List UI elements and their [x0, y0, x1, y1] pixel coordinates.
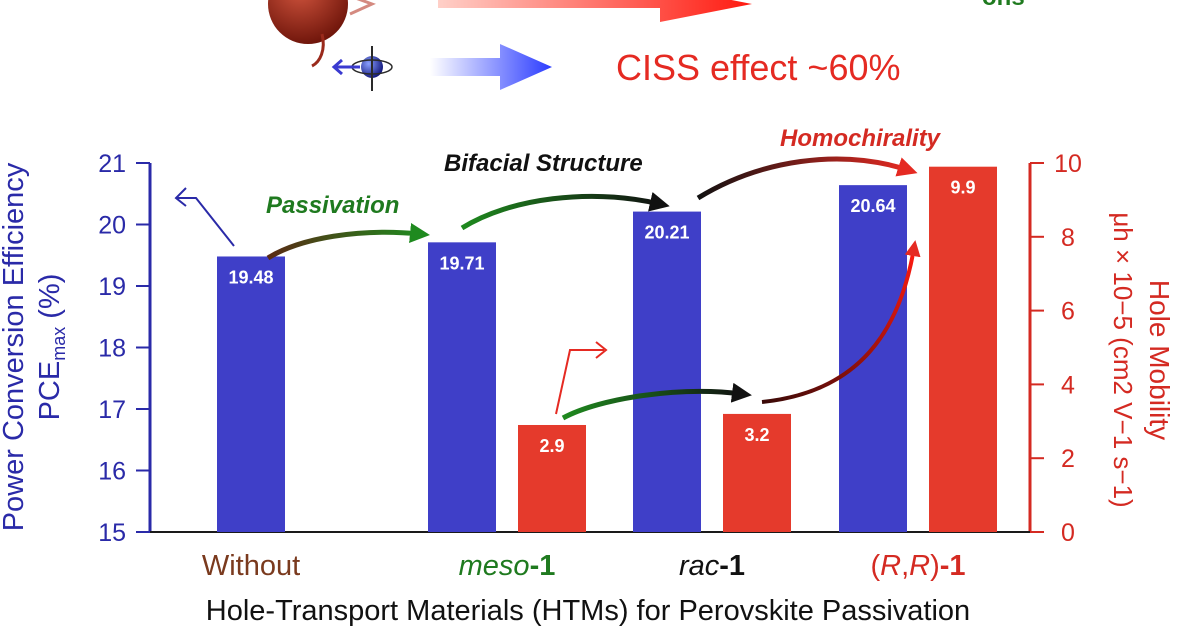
- left-tick-label: 15: [98, 519, 126, 547]
- category-label: rac-1: [679, 550, 745, 582]
- right-tick-label: 4: [1061, 371, 1075, 399]
- mobility-bar: [518, 424, 586, 532]
- mobility-value-label: 9.9: [950, 178, 975, 198]
- right-tick-label: 10: [1054, 150, 1082, 178]
- left-axis-title: Power Conversion Efficiency PCEmax (%): [0, 162, 69, 531]
- mobility-step2-arrow-icon: [761, 240, 921, 404]
- pce-bar: [839, 185, 907, 532]
- annotations: Passivation Bifacial Structure Homochira…: [174, 125, 942, 421]
- bifacial-arrow-icon: [460, 192, 670, 231]
- mobility-bar: [723, 413, 791, 532]
- right-tick-label: 8: [1061, 224, 1075, 252]
- right-axis-title: Hole Mobility μh × 10−5 (cm2 V−1 s−1): [1108, 212, 1175, 507]
- top-red-arrow-icon: [438, 0, 752, 22]
- left-tick-label: 20: [98, 212, 126, 240]
- left-tick-label: 16: [98, 458, 126, 486]
- mobility-value-label: 2.9: [539, 436, 564, 456]
- mobility-pointer-arrow-icon: [555, 341, 608, 415]
- pce-value-label: 19.48: [228, 267, 273, 287]
- left-axis-ticks: 15 16 17 18 19 20 21: [98, 150, 150, 547]
- left-axis-title-line1: Power Conversion Efficiency: [0, 162, 30, 531]
- category-label: (R,R)-1: [870, 550, 965, 582]
- homochirality-label: Homochirality: [780, 125, 942, 152]
- red-chevron-icon: [349, 0, 376, 16]
- pce-pointer-arrow-icon: [174, 187, 235, 247]
- left-tick-label: 17: [98, 396, 126, 424]
- red-sphere-icon: [268, 0, 348, 44]
- ciss-effect-text: CISS effect ~60%: [616, 47, 901, 88]
- right-axis-title-line2: μh × 10−5 (cm2 V−1 s−1): [1108, 212, 1138, 507]
- x-axis-title: Hole-Transport Materials (HTMs) for Pero…: [206, 595, 970, 627]
- right-tick-label: 0: [1061, 519, 1075, 547]
- category-label: Without: [202, 550, 300, 582]
- passivation-arrow-icon: [266, 223, 430, 261]
- pce-value-label: 20.21: [644, 223, 689, 243]
- left-tick-label: 19: [98, 273, 126, 301]
- right-axis-ticks: 0 2 4 6 8 10: [1030, 150, 1082, 547]
- right-tick-label: 6: [1061, 298, 1075, 326]
- mobility-step1-arrow-icon: [561, 382, 752, 421]
- left-tick-label: 21: [98, 150, 126, 178]
- small-blue-arrow-icon: [331, 58, 360, 76]
- pce-value-label: 19.71: [439, 253, 484, 273]
- left-axis-title-line2: PCEmax (%): [34, 274, 69, 421]
- bar-series: [217, 166, 997, 532]
- pce-bar: [633, 211, 701, 532]
- mobility-bar: [929, 166, 997, 532]
- blue-gradient-arrow-icon: [430, 44, 552, 90]
- pce-symbol: PCE: [34, 361, 66, 421]
- top-right-fragment-text: ons: [982, 0, 1025, 11]
- red-helix-tail-icon: [311, 33, 325, 68]
- homochirality-arrow-icon: [696, 156, 918, 201]
- bar-value-labels: 19.48 19.71 20.21 20.64 2.9 3.2 9.9: [228, 178, 975, 456]
- header-illustration: CISS effect ~60% ons: [268, 0, 1025, 91]
- category-labels: Without meso-1 rac-1 (R,R)-1: [202, 550, 966, 582]
- pce-subscript: max: [49, 327, 69, 361]
- bifacial-structure-label: Bifacial Structure: [444, 150, 643, 177]
- pce-value-label: 20.64: [850, 196, 895, 216]
- left-tick-label: 18: [98, 335, 126, 363]
- passivation-label: Passivation: [266, 192, 399, 219]
- right-tick-label: 2: [1061, 445, 1075, 473]
- right-axis-title-line1: Hole Mobility: [1144, 280, 1175, 440]
- mobility-value-label: 3.2: [744, 425, 769, 445]
- pce-bar: [217, 256, 285, 532]
- pce-bar: [428, 242, 496, 532]
- pce-unit: (%): [34, 274, 66, 327]
- category-label: meso-1: [459, 550, 556, 582]
